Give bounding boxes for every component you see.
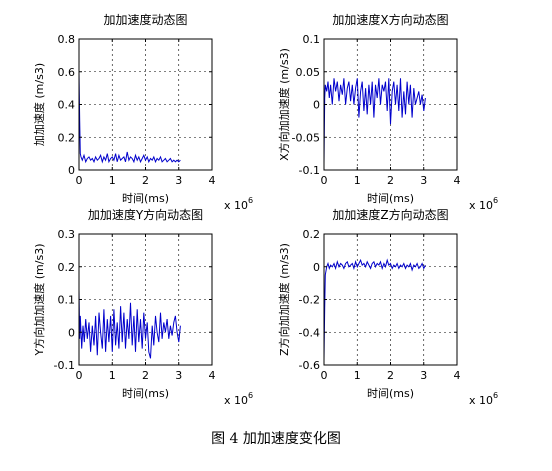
x-tick-label: 3 <box>420 174 427 187</box>
x-multiplier-exponent: 6 <box>493 391 498 400</box>
x-multiplier: x 10 <box>469 394 493 407</box>
x-tick-label: 2 <box>387 369 394 382</box>
x-tick-label: 4 <box>454 174 461 187</box>
y-tick-label: 0.2 <box>303 228 321 241</box>
x-tick-label: 4 <box>209 369 216 382</box>
y-tick-label: -0.4 <box>299 326 320 339</box>
x-tick-label: 2 <box>387 174 394 187</box>
x-tick-label: 1 <box>109 174 116 187</box>
x-axis-label: 时间(ms) <box>367 192 414 205</box>
x-tick-label: 3 <box>175 174 182 187</box>
chart-title: 加加速度动态图 <box>103 12 187 27</box>
x-tick-label: 3 <box>420 369 427 382</box>
x-multiplier-exponent: 6 <box>493 196 498 205</box>
x-tick-label: 0 <box>321 174 328 187</box>
x-tick-label: 0 <box>76 174 83 187</box>
y-tick-label: 0.4 <box>58 99 76 112</box>
x-tick-label: 1 <box>354 369 361 382</box>
series-line <box>78 289 181 359</box>
x-tick-label: 4 <box>209 174 216 187</box>
y-axis-label: X方向加加速度 (m/s3) <box>277 48 291 161</box>
x-multiplier-exponent: 6 <box>248 196 253 205</box>
x-tick-label: 1 <box>109 369 116 382</box>
x-multiplier: x 10 <box>224 394 248 407</box>
y-tick-label: 0.3 <box>58 228 76 241</box>
series-line <box>323 78 426 164</box>
y-tick-label: -0.1 <box>299 164 320 177</box>
y-tick-label: 0.8 <box>58 33 76 46</box>
y-tick-label: 0.6 <box>58 66 76 79</box>
y-tick-label: 0.05 <box>296 66 321 79</box>
x-tick-label: 2 <box>142 369 149 382</box>
y-tick-label: -0.05 <box>292 131 320 144</box>
x-tick-label: 3 <box>175 369 182 382</box>
y-tick-label: 0.1 <box>303 33 321 46</box>
y-tick-label: 0 <box>68 164 75 177</box>
series-line <box>78 71 181 164</box>
x-multiplier-exponent: 6 <box>248 391 253 400</box>
x-tick-label: 4 <box>454 369 461 382</box>
figure-caption: 图 4 加加速度变化图 <box>211 431 341 447</box>
x-tick-label: 1 <box>354 174 361 187</box>
chart-title: 加加速度Y方向动态图 <box>88 207 203 222</box>
x-multiplier: x 10 <box>224 199 248 212</box>
x-axis-label: 时间(ms) <box>367 387 414 400</box>
y-axis-label: Y方向加加速度 (m/s3) <box>32 244 46 357</box>
y-axis-label: 加加速度 (m/s3) <box>32 63 46 146</box>
series-line <box>323 258 426 361</box>
y-tick-label: -0.1 <box>54 359 75 372</box>
y-tick-label: 0 <box>313 261 320 274</box>
x-tick-label: 0 <box>76 369 83 382</box>
y-tick-label: 0.2 <box>58 261 76 274</box>
y-tick-label: 0 <box>313 99 320 112</box>
x-tick-label: 0 <box>321 369 328 382</box>
y-tick-label: 0.1 <box>58 294 76 307</box>
chart-title: 加加速度Z方向动态图 <box>332 207 448 222</box>
y-tick-label: 0 <box>68 326 75 339</box>
y-tick-label: 0.2 <box>58 131 76 144</box>
y-tick-label: -0.2 <box>299 294 320 307</box>
chart-title: 加加速度X方向动态图 <box>332 12 448 27</box>
x-axis-label: 时间(ms) <box>122 192 169 205</box>
y-axis-label: Z方向加加速度 (m/s3) <box>277 243 291 356</box>
x-tick-label: 2 <box>142 174 149 187</box>
x-multiplier: x 10 <box>469 199 493 212</box>
x-axis-label: 时间(ms) <box>122 387 169 400</box>
y-tick-label: -0.6 <box>299 359 320 372</box>
